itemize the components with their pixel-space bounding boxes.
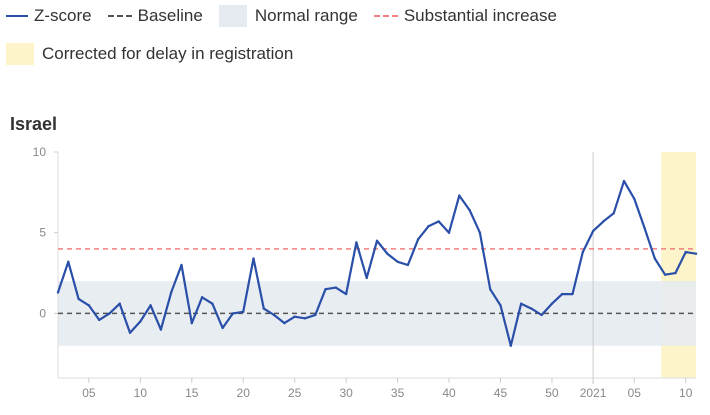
legend-corrected-label: Corrected for delay in registration xyxy=(42,44,294,63)
x-tick-label: 25 xyxy=(288,386,302,400)
zscore-data-point xyxy=(324,288,327,291)
corrected-swatch xyxy=(6,43,34,65)
zscore-data-point xyxy=(416,237,420,241)
legend-baseline[interactable]: Baseline xyxy=(107,6,203,26)
zscore-data-point xyxy=(468,208,471,212)
x-tick-label: 30 xyxy=(339,386,353,400)
zscore-data-point xyxy=(488,288,492,291)
zscore-data-point xyxy=(581,250,585,254)
zscore-data-point xyxy=(283,321,286,325)
zscore-data-point xyxy=(139,320,142,323)
zscore-data-point xyxy=(128,331,132,334)
x-tick-label: 10 xyxy=(679,386,693,400)
zscore-data-point xyxy=(663,273,667,276)
zscore-data-point xyxy=(684,250,687,254)
zscore-data-point xyxy=(674,271,677,275)
zscore-data-point xyxy=(77,297,80,301)
zscore-data-point xyxy=(242,310,245,314)
zscore-data-point xyxy=(200,296,204,299)
zscore-data-point xyxy=(344,292,348,296)
zscore-data-point xyxy=(221,326,224,330)
x-tick-label: 05 xyxy=(82,386,96,400)
zscore-data-point xyxy=(530,307,533,310)
x-tick-label: 15 xyxy=(185,386,199,400)
zscore-data-point xyxy=(643,226,646,230)
zscore-data-point xyxy=(169,291,173,294)
zscore-data-point xyxy=(159,328,163,331)
legend-normal-range-label: Normal range xyxy=(254,6,358,25)
x-tick-label: 10 xyxy=(134,386,148,400)
zscore-data-point xyxy=(612,212,615,215)
zscore-data-point xyxy=(427,225,430,228)
zscore-data-point xyxy=(190,321,193,325)
zscore-data-point xyxy=(67,260,70,263)
x-tick-label: 35 xyxy=(391,386,405,400)
legend: Z-score Baseline Normal range Substantia… xyxy=(6,4,706,80)
zscore-data-point xyxy=(478,231,482,234)
zscore-data-point xyxy=(231,312,235,315)
x-tick-label: 05 xyxy=(628,386,642,400)
zscore-data-point xyxy=(509,344,512,347)
legend-normal-range[interactable]: Normal range xyxy=(218,5,358,27)
zscore-data-point xyxy=(56,291,60,294)
zscore-data-point xyxy=(550,302,554,305)
zscore-data-point xyxy=(571,292,574,296)
zscore-data-point xyxy=(211,302,214,305)
baseline-dash-swatch xyxy=(107,15,132,17)
zscore-data-point xyxy=(375,239,379,242)
legend-corrected[interactable]: Corrected for delay in registration xyxy=(6,43,293,65)
normal-range-swatch xyxy=(218,5,247,27)
zscore-data-point xyxy=(591,229,595,233)
legend-zscore[interactable]: Z-score xyxy=(6,6,92,26)
zscore-data-point xyxy=(437,220,440,223)
zscore-data-point xyxy=(622,179,626,183)
legend-substantial-increase[interactable]: Substantial increase xyxy=(373,6,557,26)
zscore-data-point xyxy=(97,318,101,322)
zscore-line-swatch xyxy=(6,15,28,17)
zscore-data-point xyxy=(447,231,451,234)
zscore-data-point xyxy=(262,307,266,310)
zscore-data-point xyxy=(540,313,543,317)
zscore-data-point xyxy=(355,241,358,244)
zscore-data-point xyxy=(303,317,307,320)
zscore-data-point xyxy=(458,194,461,197)
legend-substantial-increase-label: Substantial increase xyxy=(403,6,557,25)
zscore-data-point xyxy=(334,286,338,289)
zscore-data-point xyxy=(252,257,255,260)
y-tick-label: 10 xyxy=(33,145,47,159)
zscore-data-point xyxy=(396,260,399,263)
zscore-data-point xyxy=(149,304,152,307)
legend-baseline-label: Baseline xyxy=(137,6,203,25)
zscore-data-point xyxy=(180,263,183,267)
zscore-data-point xyxy=(118,302,121,305)
zscore-data-point xyxy=(406,263,410,267)
y-tick-label: 0 xyxy=(39,306,46,320)
legend-zscore-label: Z-score xyxy=(34,6,92,25)
zscore-data-point xyxy=(314,313,317,317)
legend-row-main: Z-score Baseline Normal range Substantia… xyxy=(6,4,706,28)
x-tick-label: 40 xyxy=(442,386,456,400)
x-tick-label: 45 xyxy=(494,386,508,400)
zscore-data-point xyxy=(561,292,564,296)
chart-title: Israel xyxy=(10,114,58,134)
y-tick-label: 5 xyxy=(39,226,46,240)
zscore-data-point xyxy=(694,252,698,255)
zscore-data-point xyxy=(293,315,296,318)
legend-row-secondary: Corrected for delay in registration xyxy=(6,42,706,66)
x-tick-label: 50 xyxy=(545,386,559,400)
zscore-data-point xyxy=(633,197,636,201)
zscore-data-point xyxy=(108,312,111,315)
zscore-data-point xyxy=(365,276,368,280)
zscore-data-point xyxy=(499,304,502,307)
zscore-data-point xyxy=(653,257,657,260)
x-tick-label: 20 xyxy=(237,386,251,400)
zscore-data-point xyxy=(87,304,91,307)
zscore-data-point xyxy=(602,220,605,223)
zscore-data-point xyxy=(272,313,276,317)
zscore-data-point xyxy=(519,302,523,305)
x-tick-label: 2021 xyxy=(580,386,607,400)
substantial-increase-dash-swatch xyxy=(373,15,398,17)
zscore-data-point xyxy=(386,252,389,255)
